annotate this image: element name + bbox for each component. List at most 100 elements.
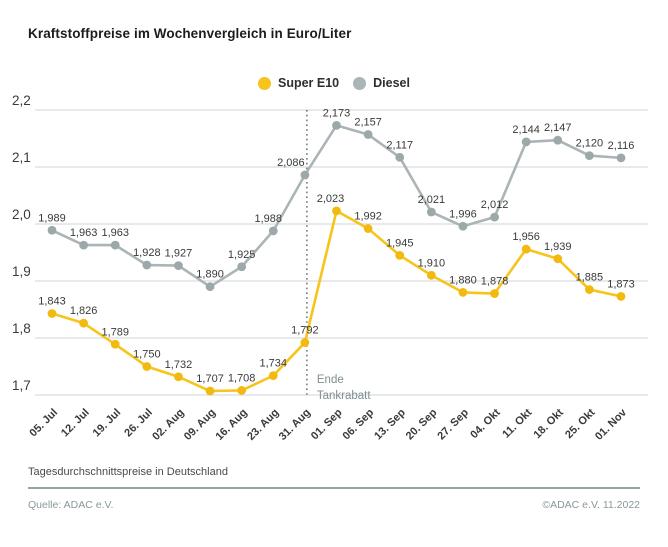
- data-point: [300, 338, 310, 347]
- data-point-label: 1,707: [196, 373, 224, 385]
- footer-source: Quelle: ADAC e.V.: [28, 499, 114, 511]
- x-tick-label: 02. Aug: [150, 407, 186, 443]
- data-point: [490, 212, 499, 222]
- x-tick-label: 31. Aug: [277, 407, 313, 443]
- data-point-label: 1,963: [101, 227, 129, 239]
- data-point-label: 1,996: [449, 208, 477, 220]
- data-point-label: 1,988: [255, 213, 283, 225]
- data-point-label: 1,732: [165, 359, 193, 371]
- data-point: [237, 262, 247, 272]
- legend-label-super-e10: Super E10: [278, 76, 340, 90]
- data-point: [79, 240, 89, 250]
- data-point: [47, 309, 57, 318]
- data-point-label: 2,086: [277, 157, 305, 169]
- x-tick-label: 27. Sep: [435, 406, 471, 442]
- data-point: [47, 225, 57, 235]
- legend-label-diesel: Diesel: [373, 76, 410, 90]
- legend: Super E10 Diesel: [0, 76, 668, 90]
- fuel-price-line-chart: 1,7 1,8 1,9 2,0 2,1 2,2 Ende Tankrabatt 1,989 1,9…: [12, 95, 648, 443]
- data-point-label: 1,910: [418, 257, 446, 269]
- data-point: [79, 318, 89, 328]
- data-point: [553, 135, 563, 145]
- x-tick-label: 16. Aug: [213, 407, 249, 443]
- data-point-label: 1,992: [354, 211, 382, 223]
- x-tick-label: 20. Sep: [404, 406, 440, 442]
- annotation-label: Ende: [317, 374, 344, 386]
- data-point: [395, 152, 405, 162]
- page-title: Kraftstoffpreise im Wochenvergleich in E…: [28, 26, 352, 41]
- data-point-label: 1,885: [576, 272, 604, 284]
- data-point-label: 1,963: [70, 227, 98, 239]
- data-point-label: 2,012: [481, 199, 509, 211]
- data-point: [300, 170, 310, 180]
- data-point-label: 1,792: [291, 325, 319, 337]
- data-point: [490, 289, 499, 298]
- x-tick-label: 04. Okt: [468, 406, 503, 441]
- x-tick-label: 09. Aug: [182, 407, 218, 443]
- data-point-label: 1,843: [38, 295, 66, 307]
- data-point-label: 1,873: [607, 278, 635, 290]
- x-tick-label: 11. Okt: [500, 406, 534, 440]
- data-point-label: 1,880: [449, 274, 477, 286]
- data-point: [174, 372, 183, 382]
- data-point-label: 1,750: [133, 349, 161, 361]
- data-point-label: 1,928: [133, 247, 161, 259]
- data-point: [616, 291, 626, 301]
- data-point-label: 1,945: [386, 237, 414, 249]
- diesel-dot-icon: [353, 76, 367, 90]
- footer-divider: [28, 487, 640, 489]
- data-point-label: 1,925: [228, 249, 256, 261]
- legend-item-diesel: Diesel: [353, 76, 410, 90]
- x-tick-label: 25. Okt: [563, 406, 598, 441]
- data-point-label: 1,989: [38, 212, 66, 224]
- data-point-label: 1,956: [512, 231, 540, 243]
- data-point: [332, 206, 341, 216]
- data-point: [426, 270, 436, 280]
- annotation-label: Tankrabatt: [317, 390, 372, 402]
- data-point-label: 2,120: [576, 138, 604, 150]
- data-point: [458, 221, 468, 231]
- data-point-label: 2,157: [354, 117, 382, 129]
- data-point: [426, 207, 436, 217]
- footer-note: Tagesdurchschnittspreise in Deutschland: [28, 466, 228, 478]
- data-point: [584, 151, 594, 160]
- data-point: [584, 285, 594, 294]
- x-tick-label: 01. Sep: [309, 406, 345, 442]
- data-point: [268, 226, 278, 236]
- data-point: [458, 288, 468, 297]
- x-tick-label: 06. Sep: [341, 406, 377, 442]
- x-tick-label: 13. Sep: [372, 406, 408, 442]
- data-point: [110, 339, 120, 349]
- y-tick-label: 1,7: [12, 378, 31, 393]
- y-tick-label: 1,9: [12, 264, 31, 279]
- data-point-label: 2,147: [544, 122, 572, 134]
- data-point: [174, 261, 183, 271]
- data-point-label: 1,789: [101, 326, 129, 338]
- data-point: [142, 362, 152, 371]
- footer-copyright: ©ADAC e.V. 11.2022: [542, 499, 640, 511]
- data-point-label: 1,708: [228, 372, 256, 384]
- data-point-label: 1,734: [260, 358, 288, 370]
- data-point-label: 2,144: [512, 124, 540, 136]
- data-point-label: 2,117: [386, 139, 413, 151]
- data-point: [616, 153, 626, 163]
- legend-item-super-e10: Super E10: [258, 76, 339, 90]
- x-tick-label: 23. Aug: [245, 407, 281, 443]
- data-point: [363, 130, 373, 139]
- y-tick-label: 2,2: [12, 95, 31, 108]
- data-point: [205, 386, 215, 396]
- data-point: [363, 224, 373, 233]
- data-point: [521, 137, 531, 147]
- data-point-label: 1,927: [165, 248, 193, 260]
- data-point-label: 1,878: [481, 276, 509, 288]
- x-tick-label: 18. Okt: [531, 406, 566, 441]
- data-point-label: 1,890: [196, 269, 224, 281]
- data-point-label: 2,023: [317, 193, 345, 205]
- data-point-label: 1,939: [544, 241, 572, 253]
- series-line: [51, 124, 622, 288]
- y-tick-label: 2,0: [12, 207, 31, 222]
- data-point-label: 1,826: [70, 305, 98, 317]
- data-point: [110, 240, 120, 250]
- data-point-label: 2,173: [323, 107, 351, 119]
